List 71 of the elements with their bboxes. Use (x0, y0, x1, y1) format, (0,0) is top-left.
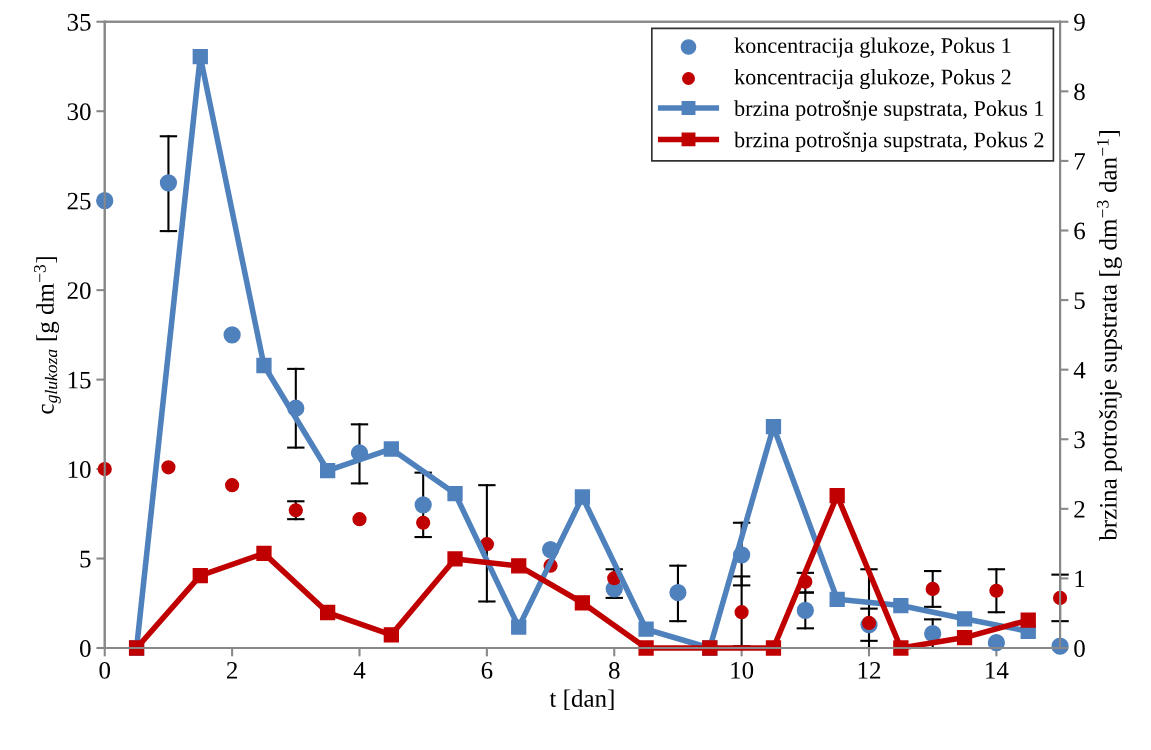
point (956, 629, 973, 646)
y-tick-label: 25 (67, 192, 91, 210)
y-tick-label: 5 (80, 550, 91, 568)
point (638, 621, 654, 637)
point (924, 625, 942, 643)
x-tick-label: 14 (986, 662, 1009, 679)
x-tick-label: 2 (226, 661, 237, 679)
point (829, 487, 845, 504)
legend-label: brzina potrošnja supstrata, Pokus 2 (734, 131, 1044, 152)
point (320, 462, 336, 479)
point (383, 627, 399, 643)
y2-tick-label: 4 (1073, 361, 1086, 379)
y2-tick-label: 5 (1074, 292, 1085, 309)
y2-tick-label: 8 (1074, 83, 1085, 101)
x-tick-label: 10 (731, 661, 754, 679)
x-tick-label: 12 (858, 661, 881, 679)
point (416, 515, 431, 530)
point (192, 567, 208, 584)
y-tick-label: 15 (68, 371, 91, 389)
point (765, 419, 782, 435)
x-tick-label: 8 (608, 661, 620, 679)
point (352, 512, 367, 527)
legend-label: koncentracija glukoze, Pokus 2 (734, 68, 1011, 90)
point (893, 597, 909, 614)
y-axis-title: c$_{glukoza}$ [g dm$^{−3}$] (33, 257, 61, 414)
y2-tick-label: 9 (1074, 13, 1085, 31)
point (159, 174, 178, 192)
legend-label: brzina potrošnje supstrata, Pokus 1 (734, 100, 1044, 121)
y2-axis-title: brzina potrošnje supstrata [g dm$^{−3}$ dan$^{−1}$] (1096, 131, 1122, 541)
point (734, 605, 749, 620)
point (447, 485, 463, 502)
x-tick-label: 4 (353, 662, 366, 679)
point (925, 581, 940, 597)
y2-tick-label: 1 (1075, 570, 1085, 588)
y-tick-label: 10 (68, 461, 91, 478)
y2-tick-label: 3 (1074, 431, 1085, 449)
y-tick-label: 20 (67, 282, 91, 300)
y2-tick-label: 0 (1074, 640, 1085, 657)
point (511, 619, 527, 635)
point (638, 640, 654, 656)
point (256, 545, 272, 562)
point (447, 551, 463, 567)
y2-tick-label: 6 (1074, 222, 1086, 240)
x-tick-label: 0 (99, 661, 111, 679)
point (256, 357, 272, 374)
point (414, 496, 432, 514)
point (574, 595, 591, 611)
point (225, 478, 240, 493)
point (161, 460, 176, 475)
y-tick-label: 35 (67, 13, 91, 31)
point (893, 640, 909, 656)
y-tick-label: 0 (80, 640, 91, 657)
point (829, 591, 845, 607)
point (320, 604, 336, 621)
point (192, 48, 208, 65)
legend-label: koncentracija glukoze, Pokus 1 (734, 37, 1011, 58)
point (223, 326, 241, 344)
point (1020, 612, 1036, 628)
point (574, 489, 591, 505)
point (383, 441, 399, 457)
point (511, 558, 527, 574)
y2-tick-label: 2 (1074, 500, 1085, 518)
x-tick-label: 6 (481, 661, 493, 679)
point (989, 583, 1004, 598)
point (765, 640, 782, 656)
point (796, 601, 814, 620)
point (956, 611, 973, 627)
point (669, 583, 687, 602)
y-tick-label: 30 (67, 103, 91, 121)
x-axis-title: t [dan] (549, 689, 614, 711)
y2-tick-label: 7 (1074, 153, 1086, 170)
